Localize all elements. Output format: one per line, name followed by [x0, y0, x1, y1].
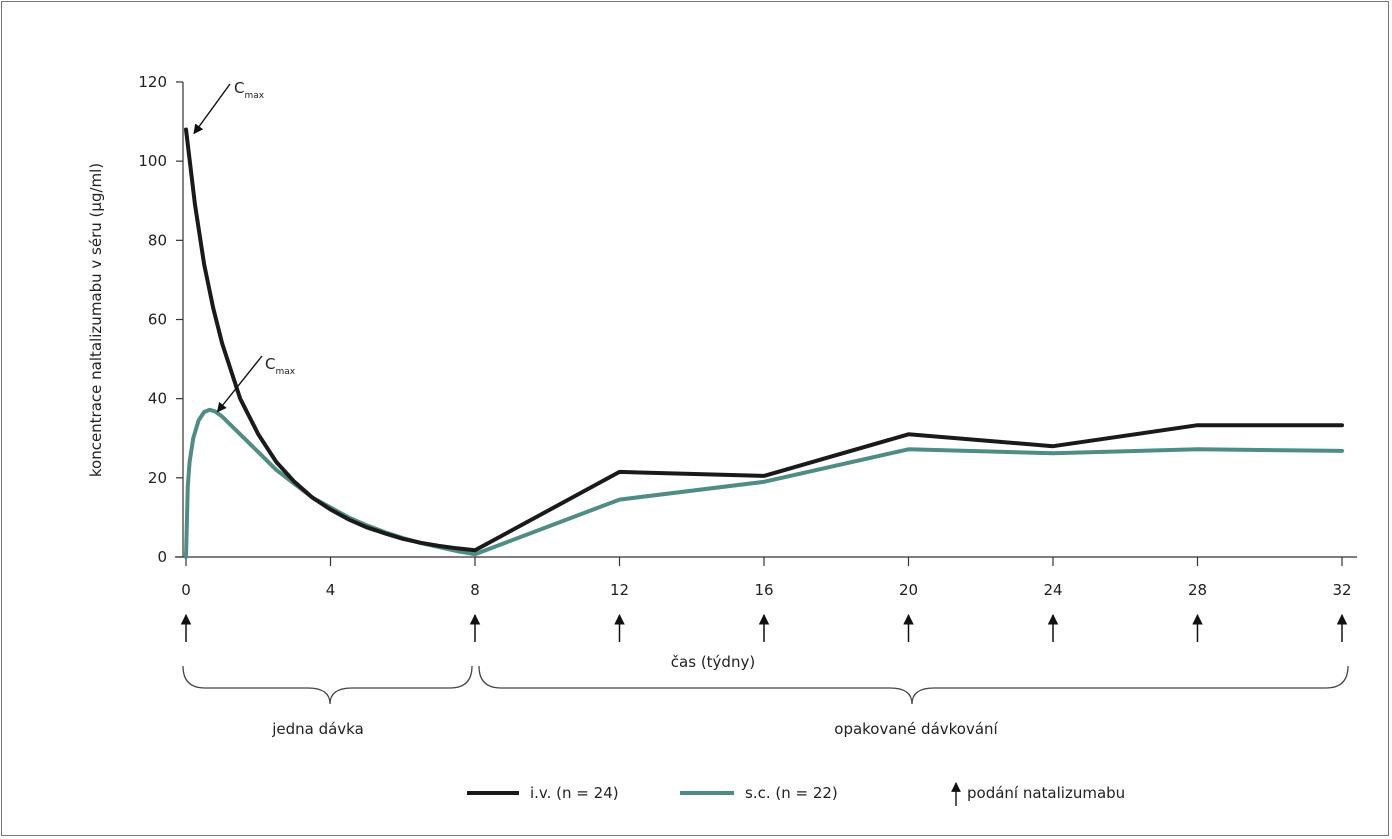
x-tick-label: 0 — [181, 581, 191, 599]
y-tick-label: 0 — [157, 548, 167, 566]
x-tick-label: 24 — [1043, 581, 1062, 599]
x-tick-label: 16 — [754, 581, 773, 599]
legend-label-sc: s.c. (n = 22) — [745, 784, 838, 802]
x-tick-label: 12 — [610, 581, 629, 599]
cmax-arrow-icon — [216, 355, 263, 413]
y-tick-label: 100 — [138, 152, 167, 170]
cmax-label: Cmax — [234, 79, 265, 101]
legend: i.v. (n = 24) s.c. (n = 22) podání natal… — [467, 782, 1125, 806]
series-line-iv — [184, 127, 1344, 553]
legend-label-iv: i.v. (n = 24) — [530, 784, 619, 802]
x-tick-label: 28 — [1188, 581, 1207, 599]
y-tick-label: 20 — [148, 469, 167, 487]
x-tick-label: 20 — [899, 581, 918, 599]
brace-label-repeated: opakované dávkování — [834, 720, 998, 738]
series-line-sc — [184, 407, 1344, 559]
legend-label-dosing: podání natalizumabu — [967, 784, 1125, 802]
brace-repeated-dose — [478, 665, 1349, 705]
brace-single-dose — [182, 665, 473, 705]
y-tick-label: 120 — [138, 73, 167, 91]
y-tick-label: 60 — [148, 311, 167, 329]
y-tick-label: 80 — [148, 231, 167, 249]
cmax-arrow-icon — [193, 83, 231, 135]
cmax-label: Cmax — [265, 355, 296, 377]
brace-label-single: jedna dávka — [271, 720, 364, 738]
y-tick-label: 40 — [148, 390, 167, 408]
x-tick-label: 8 — [470, 581, 480, 599]
x-tick-label: 4 — [326, 581, 336, 599]
x-axis-label: čas (týdny) — [671, 653, 755, 671]
x-tick-label: 32 — [1332, 581, 1351, 599]
y-axis-label: koncentrace naltalizumabu v séru (µg/ml) — [87, 163, 105, 477]
